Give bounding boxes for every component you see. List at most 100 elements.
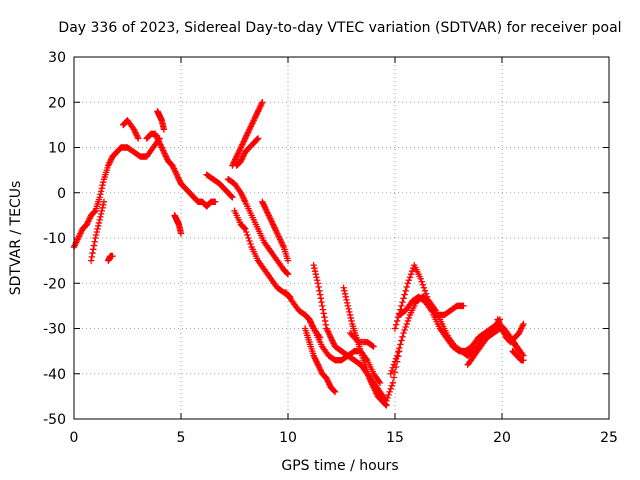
data-point xyxy=(228,193,235,200)
data-point xyxy=(391,369,399,376)
data-point xyxy=(396,344,403,352)
data-point xyxy=(331,387,338,395)
data-point xyxy=(91,238,98,245)
data-point xyxy=(97,188,105,195)
data-point xyxy=(344,302,352,310)
data-point xyxy=(392,355,400,362)
data-point xyxy=(314,277,321,284)
data-point xyxy=(100,178,107,186)
series-s6 xyxy=(154,108,168,133)
data-point xyxy=(87,257,95,264)
data-point xyxy=(98,185,106,192)
data-point xyxy=(98,207,106,215)
data-point xyxy=(284,270,291,277)
data-point xyxy=(99,204,106,212)
data-point xyxy=(460,302,467,310)
data-point xyxy=(419,281,427,288)
x-tick-label: 25 xyxy=(600,430,618,446)
y-tick-label: 20 xyxy=(48,95,66,111)
data-point xyxy=(392,321,400,328)
data-point xyxy=(398,337,405,344)
data-point xyxy=(347,314,354,322)
data-point xyxy=(92,231,100,239)
series-s24 xyxy=(494,316,527,346)
data-point xyxy=(97,210,105,218)
data-point xyxy=(313,274,320,281)
plot-frame xyxy=(73,56,610,420)
data-point xyxy=(312,271,320,278)
data-point xyxy=(254,136,261,143)
data-point xyxy=(386,388,393,396)
data-point xyxy=(390,361,398,368)
data-point xyxy=(245,234,252,242)
data-point xyxy=(389,379,397,386)
data-point xyxy=(418,278,425,285)
chart-title: Day 336 of 2023, Sidereal Day-to-day VTE… xyxy=(58,20,621,36)
data-point xyxy=(369,342,376,350)
y-tick-label: -40 xyxy=(43,367,66,383)
data-point xyxy=(340,284,347,291)
data-point xyxy=(320,310,327,317)
data-point xyxy=(311,264,318,272)
data-point xyxy=(90,242,98,249)
data-point xyxy=(259,99,266,106)
series-s2 xyxy=(87,198,108,264)
data-point xyxy=(376,379,384,386)
series-s21 xyxy=(387,293,504,377)
y-tick-label: 10 xyxy=(48,141,66,157)
data-point xyxy=(89,249,96,257)
series-s4 xyxy=(120,117,142,142)
series-s12 xyxy=(224,175,292,278)
data-point xyxy=(417,275,424,282)
data-point xyxy=(520,320,527,328)
series-s10 xyxy=(233,135,262,169)
data-point xyxy=(390,374,398,381)
data-point xyxy=(316,291,324,298)
data-point xyxy=(383,402,390,409)
data-point xyxy=(317,295,325,302)
data-point xyxy=(94,225,101,233)
data-point xyxy=(403,320,410,328)
data-point xyxy=(384,394,391,402)
data-point xyxy=(402,323,409,331)
data-point xyxy=(405,277,413,284)
data-point xyxy=(341,290,349,298)
data-point xyxy=(229,194,236,201)
data-point xyxy=(401,326,408,334)
data-point xyxy=(348,317,355,325)
data-point xyxy=(100,201,107,209)
data-point xyxy=(387,385,394,393)
data-point xyxy=(402,287,409,294)
data-point xyxy=(345,305,352,313)
data-point xyxy=(284,271,292,278)
series-s22 xyxy=(396,293,467,319)
y-axis-label: SDTVAR / TECUs xyxy=(8,181,24,296)
data-point xyxy=(212,198,219,205)
data-point xyxy=(95,222,102,230)
series-s8 xyxy=(203,171,236,201)
data-point xyxy=(393,352,401,359)
data-point xyxy=(319,302,326,310)
data-point xyxy=(242,225,249,233)
series-s25 xyxy=(509,347,527,364)
data-point xyxy=(314,280,322,287)
series-s9 xyxy=(229,99,266,169)
data-point xyxy=(420,284,428,291)
data-point xyxy=(341,287,348,294)
data-point xyxy=(404,317,412,325)
data-point xyxy=(382,401,389,408)
data-point xyxy=(399,333,406,340)
y-tick-label: -10 xyxy=(43,231,66,247)
data-point xyxy=(343,296,350,304)
series-s1 xyxy=(70,135,163,251)
data-point xyxy=(284,257,292,264)
data-point xyxy=(241,224,248,232)
data-point xyxy=(247,240,254,248)
series-s17 xyxy=(301,325,339,396)
data-point xyxy=(95,219,103,227)
data-point xyxy=(244,231,251,239)
data-point xyxy=(391,325,399,332)
data-point xyxy=(316,287,323,294)
